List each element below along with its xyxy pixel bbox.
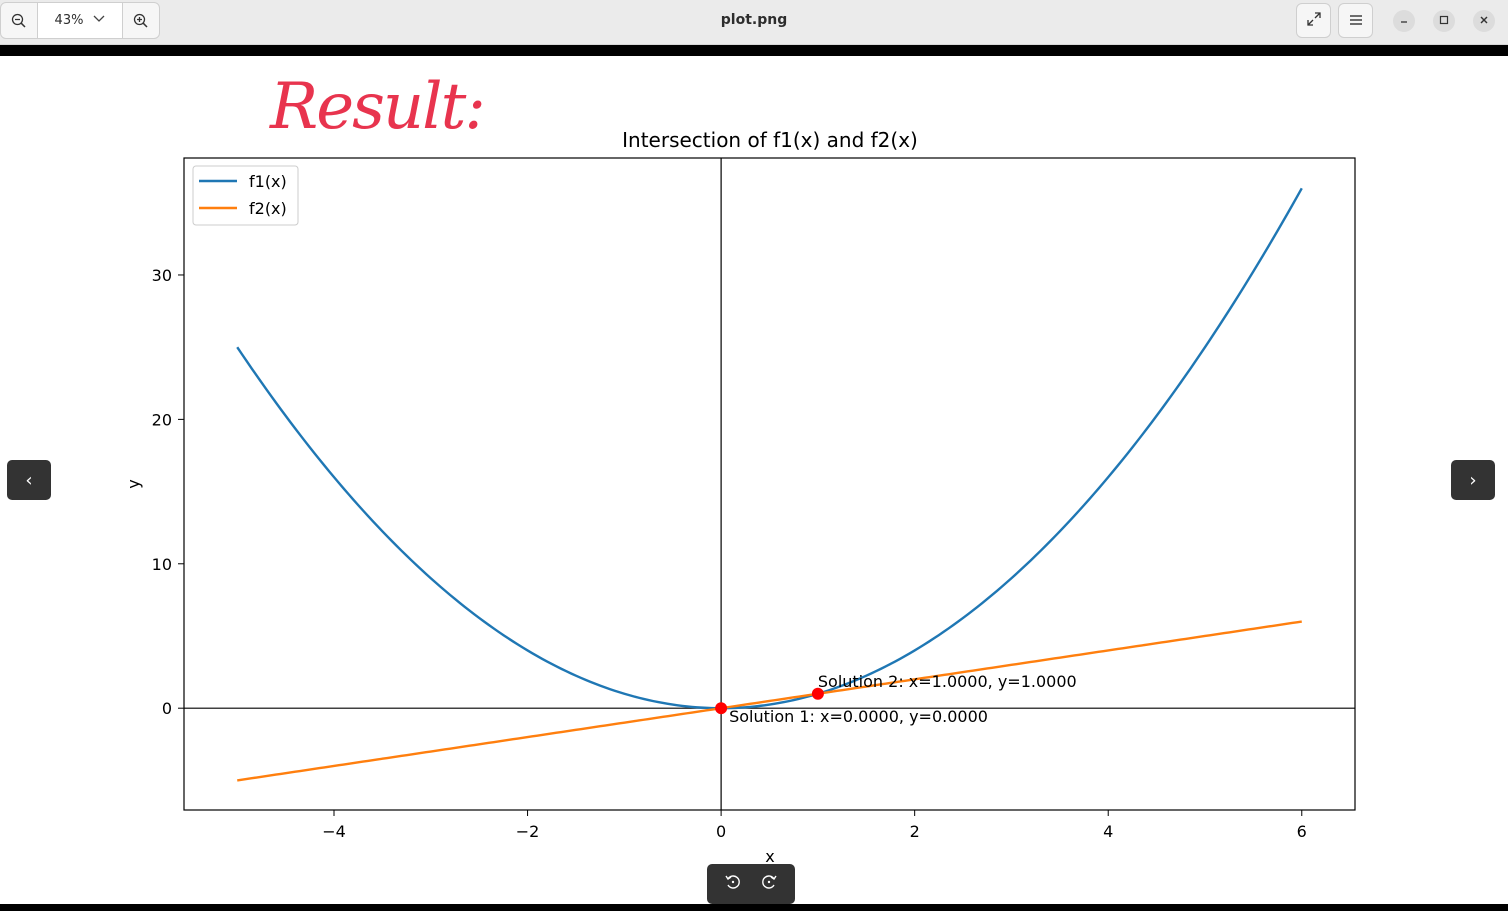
rotate-right-icon[interactable] [760, 873, 778, 895]
solution-label: Solution 1: x=0.0000, y=0.0000 [729, 707, 988, 726]
series-line-f2 [237, 620, 1302, 782]
zoom-control: 43% [0, 2, 160, 39]
image-bottom-border [0, 904, 1508, 911]
fullscreen-button[interactable] [1296, 3, 1331, 38]
x-axis-label: x [765, 847, 774, 866]
legend-label-f1: f1(x) [249, 172, 287, 191]
chart-title: Intersection of f1(x) and f2(x) [622, 128, 918, 152]
zoom-level-value: 43% [54, 13, 84, 28]
handwritten-note: Result: [269, 70, 484, 144]
rotate-left-icon[interactable] [724, 873, 742, 895]
plot-image: Result: Intersection of f1(x) and f2(x) … [124, 70, 1356, 866]
close-icon [1479, 14, 1489, 28]
legend-label-f2: f2(x) [249, 199, 287, 218]
hamburger-menu-icon [1349, 11, 1363, 30]
y-tick-label: 30 [152, 266, 172, 285]
main-menu-button[interactable] [1338, 3, 1373, 38]
series-line-f1 [236, 187, 1303, 710]
x-tick-label: 0 [716, 822, 726, 841]
x-tick-label: 4 [1103, 822, 1113, 841]
y-axis-ticks: 0 10 20 30 [152, 266, 184, 718]
next-image-button[interactable]: › [1451, 460, 1495, 500]
x-tick-label: 2 [910, 822, 920, 841]
minimize-icon [1399, 14, 1409, 28]
chevron-down-icon [93, 15, 105, 26]
x-tick-label: −4 [322, 822, 346, 841]
zoom-out-icon[interactable] [1, 3, 37, 38]
zoom-level-dropdown[interactable]: 43% [37, 3, 123, 38]
legend: f1(x) f2(x) [192, 165, 299, 226]
solution-point [811, 687, 824, 700]
y-tick-label: 10 [152, 555, 172, 574]
rotate-toolbar [707, 864, 795, 904]
plot-frame [183, 157, 1356, 811]
maximize-icon [1439, 14, 1449, 28]
chevron-left-icon: ‹ [25, 469, 33, 491]
x-axis-ticks: −4 −2 0 2 4 6 [322, 810, 1307, 841]
window-title: plot.png [720, 12, 788, 28]
zoom-in-icon[interactable] [123, 3, 159, 38]
title-bar: 43% plot.png [0, 0, 1508, 45]
solution-points: Solution 1: x=0.0000, y=0.0000 Solution 2… [715, 672, 1077, 726]
previous-image-button[interactable]: ‹ [7, 460, 51, 500]
fullscreen-icon [1306, 11, 1322, 31]
y-axis-label: y [124, 479, 143, 488]
x-tick-label: −2 [516, 822, 540, 841]
solution-point [715, 702, 728, 715]
y-tick-label: 0 [162, 699, 172, 718]
minimize-button[interactable] [1393, 10, 1415, 32]
x-tick-label: 6 [1297, 822, 1307, 841]
maximize-button[interactable] [1433, 10, 1455, 32]
close-button[interactable] [1473, 10, 1495, 32]
y-tick-label: 20 [152, 410, 172, 429]
image-top-border [0, 45, 1508, 56]
chevron-right-icon: › [1469, 469, 1477, 491]
solution-label: Solution 2: x=1.0000, y=1.0000 [818, 672, 1077, 691]
